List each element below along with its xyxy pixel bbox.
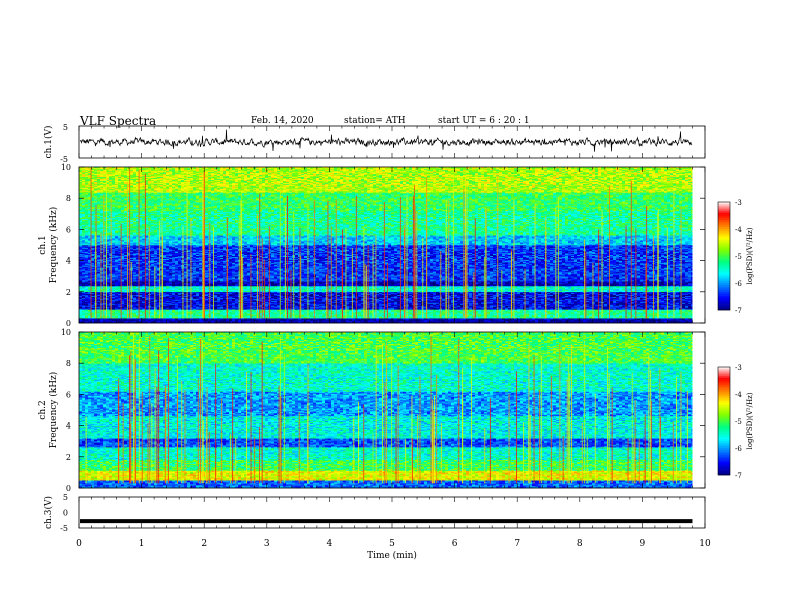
- vlf-figure: 5-5ch.1(V)0246810ch.1 Frequency (kHz)-3-4…: [0, 0, 792, 612]
- ch1-trace: [80, 130, 692, 152]
- ch1-ytick-label: 5: [63, 123, 68, 132]
- ch1-spectrogram: [79, 167, 705, 323]
- ch1-waveform-ylabel: ch.1(V): [43, 126, 54, 159]
